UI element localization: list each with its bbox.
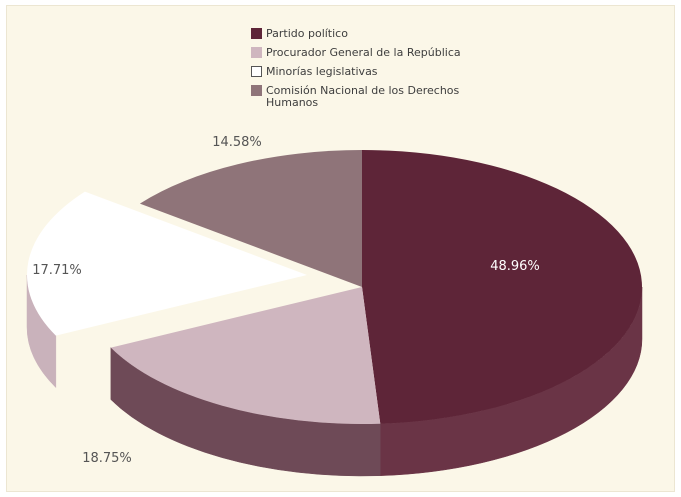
pie-label-0: 48.96%: [490, 259, 540, 274]
legend-label: Minorías legislativas: [266, 65, 378, 78]
pie-label-3: 14.58%: [212, 135, 262, 150]
legend-item: Procurador General de la República: [251, 47, 501, 59]
legend-swatch: [251, 47, 262, 58]
pie-slice-0: [362, 150, 643, 424]
pie-chart: 48.96% 18.75% 17.71% 14.58%: [26, 135, 643, 477]
legend-label: Partido político: [266, 27, 348, 40]
legend-label: Comisión Nacional de los Derechos Humano…: [266, 84, 460, 109]
legend-item: Comisión Nacional de los Derechos Humano…: [251, 85, 501, 109]
pie-label-2: 17.71%: [32, 263, 82, 278]
pie-slice-3: [139, 150, 362, 287]
legend-item: Partido político: [251, 28, 501, 40]
pie-slice-2: [26, 191, 307, 336]
pie-side-1: [110, 346, 381, 477]
legend-label: Procurador General de la República: [266, 46, 461, 59]
chart-frame: 48.96% 18.75% 17.71% 14.58% Partido polític…: [6, 5, 675, 492]
legend-swatch: [251, 66, 262, 77]
legend: Partido político Procurador General de l…: [251, 28, 501, 116]
pie-slice-1: [110, 287, 381, 424]
legend-swatch: [251, 85, 262, 96]
legend-item: Minorías legislativas: [251, 66, 501, 78]
legend-swatch: [251, 28, 262, 39]
pie-label-1: 18.75%: [82, 451, 132, 466]
